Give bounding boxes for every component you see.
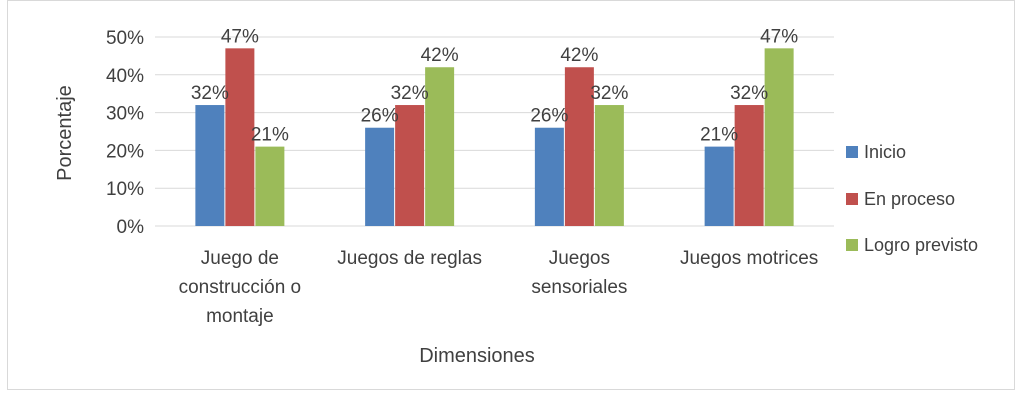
data-label: 32%	[590, 83, 628, 104]
bar	[594, 105, 624, 226]
bar	[534, 127, 564, 226]
data-label: 32%	[730, 83, 768, 104]
bar	[734, 105, 764, 226]
legend: Inicio En proceso Logro previsto	[846, 142, 978, 255]
data-label: 32%	[391, 83, 429, 104]
legend-swatch	[846, 239, 858, 251]
y-tick-label: 20%	[106, 141, 144, 162]
data-label: 21%	[251, 125, 289, 146]
data-label: 32%	[191, 83, 229, 104]
data-label: 47%	[221, 26, 259, 47]
bar	[564, 67, 594, 227]
bar	[704, 146, 734, 226]
bar	[195, 105, 225, 226]
bar	[365, 127, 395, 226]
bar	[425, 67, 455, 227]
bar	[764, 48, 794, 227]
bar	[255, 146, 285, 226]
y-axis-ticks: 0% 10% 20% 30% 40% 50%	[106, 28, 144, 238]
legend-entry: Logro previsto	[864, 235, 978, 255]
legend-entry: Inicio	[864, 142, 906, 162]
x-axis-ticks: Juego de construcción o montaje Juegos de r…	[179, 248, 819, 327]
x-axis-title: Dimensiones	[419, 345, 535, 367]
bar	[225, 48, 255, 227]
x-tick-label: Juego de construcción o montaje	[179, 248, 302, 327]
y-axis-title: Porcentaje	[54, 85, 76, 181]
data-label: 42%	[560, 45, 598, 66]
data-label: 42%	[421, 45, 459, 66]
legend-swatch	[846, 193, 858, 205]
bar-chart: 0%10%20%30%40%50% 32%47%21%26%32%42%26%4…	[54, 26, 978, 367]
data-label: 26%	[361, 106, 399, 127]
y-tick-label: 40%	[106, 66, 144, 87]
data-label: 21%	[700, 125, 738, 146]
legend-entry: En proceso	[864, 189, 955, 209]
y-tick-label: 10%	[106, 179, 144, 200]
legend-swatch	[846, 146, 858, 158]
x-tick-label: Juegos sensoriales	[531, 248, 627, 298]
data-labels: 32%47%21%26%32%42%26%42%32%21%32%47%	[191, 26, 798, 145]
x-tick-label: Juegos motrices	[680, 248, 818, 269]
x-tick-label: Juegos de reglas	[337, 248, 482, 269]
bar	[395, 105, 425, 226]
data-label: 47%	[760, 26, 798, 47]
chart-area: 0% 10% 20% 30% 40% 50% 32% 47% 21% 26% 32% 42% 26% 4…	[7, 0, 1015, 390]
data-label: 26%	[530, 106, 568, 127]
y-tick-label: 50%	[106, 28, 144, 49]
y-tick-label: 30%	[106, 104, 144, 125]
y-tick-label: 0%	[117, 217, 145, 238]
bars	[195, 48, 794, 227]
